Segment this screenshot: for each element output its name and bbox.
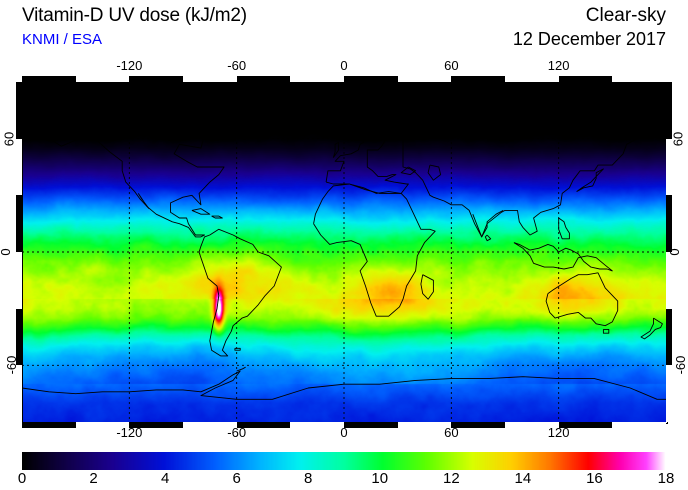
page-title: Vitamin-D UV dose (kJ/m2) [22,5,247,26]
latitude-tick-label: 60 [1,131,17,146]
colorbar-gradient [22,452,666,470]
latitude-tick-label: 0 [0,248,13,255]
axis-tick-segment [666,195,672,252]
right-latitude-axis [666,82,672,422]
axis-tick-segment [129,76,183,82]
longitude-tick-label: 120 [547,58,570,73]
latitude-tick-label: 60 [670,131,686,146]
longitude-tick-label: 60 [444,58,459,73]
colorbar-tick-label: 2 [89,470,98,487]
world-uv-dose-map [22,82,666,422]
colorbar [22,452,666,470]
longitude-tick-label: -60 [227,58,247,73]
longitude-tick-label: 0 [340,425,348,440]
institution-credit: KNMI / ESA [22,31,103,48]
axis-tick-segment [22,422,76,428]
uv-dose-heatmap [22,82,666,422]
top-longitude-axis [22,76,666,82]
colorbar-tick-label: 0 [17,470,27,487]
axis-tick-segment [558,422,613,428]
longitude-tick-label: 0 [340,58,348,73]
sky-condition-label: Clear-sky [585,5,666,26]
colorbar-tick-label: 18 [657,470,675,487]
axis-tick-segment [236,422,291,428]
latitude-tick-label: -60 [3,355,19,375]
axis-tick-segment [666,82,672,139]
axis-tick-segment [129,422,183,428]
bottom-longitude-axis [22,422,666,428]
longitude-tick-label: -120 [116,425,143,440]
axis-tick-segment [16,308,22,366]
axis-tick-segment [451,422,505,428]
latitude-tick-label: 0 [667,248,683,256]
longitude-tick-label: 120 [547,425,570,440]
axis-tick-segment [22,76,76,82]
axis-tick-segment [344,76,398,82]
colorbar-tick-label: 10 [371,470,389,487]
axis-tick-segment [558,76,613,82]
axis-tick-segment [236,76,291,82]
latitude-tick-label: -60 [672,355,688,375]
left-latitude-axis [16,82,22,422]
colorbar-tick-label: 12 [442,470,460,487]
axis-tick-segment [16,195,22,252]
colorbar-tick-label: 4 [160,470,170,487]
axis-tick-segment [666,308,672,366]
longitude-tick-label: -120 [116,58,143,73]
longitude-tick-label: -60 [227,425,247,440]
colorbar-tick-label: 8 [304,470,313,487]
longitude-tick-label: 60 [444,425,459,440]
date-label: 12 December 2017 [512,29,666,49]
colorbar-tick-label: 16 [586,470,603,487]
axis-tick-segment [344,422,398,428]
colorbar-tick-label: 14 [514,470,532,487]
axis-tick-segment [451,76,505,82]
axis-tick-segment [16,82,22,139]
colorbar-tick-label: 6 [232,470,241,487]
